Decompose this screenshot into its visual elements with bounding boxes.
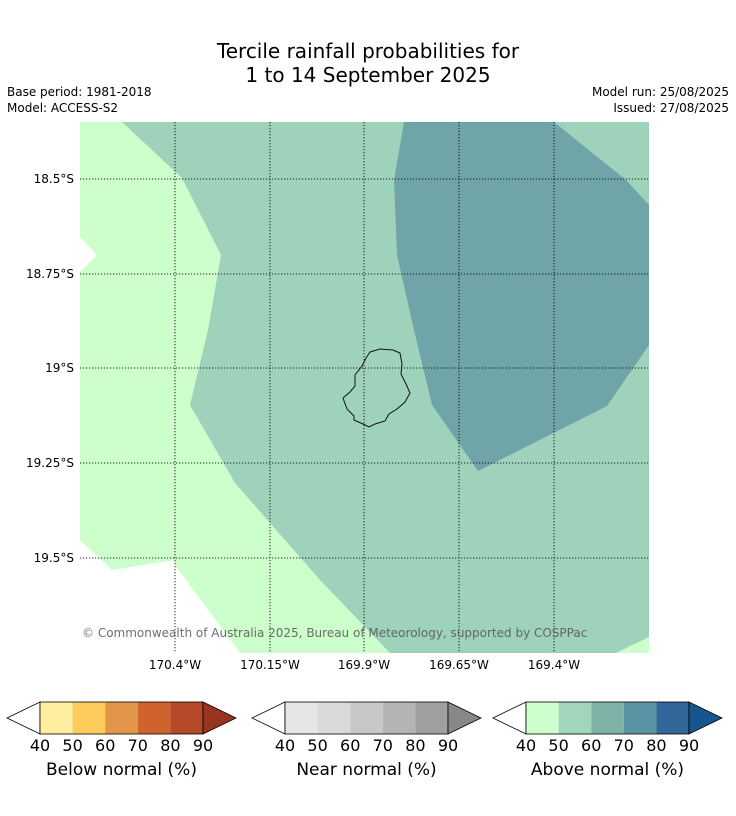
below-swatch-0 <box>40 702 73 734</box>
lon-label-169-9: 169.9°W <box>338 658 390 672</box>
below-swatch-4 <box>170 702 203 734</box>
zone-above-60-70 <box>394 122 649 471</box>
title-line-1: Tercile rainfall probabilities for <box>216 39 520 63</box>
lon-label-169-4: 169.4°W <box>528 658 580 672</box>
near-tick-80: 80 <box>405 736 425 755</box>
below-tick-80: 80 <box>160 736 180 755</box>
lon-label-170-15: 170.15°W <box>240 658 300 672</box>
above-swatch-0 <box>526 702 559 734</box>
near-swatch-0 <box>285 702 318 734</box>
above-swatch-1 <box>558 702 592 734</box>
below-extend-low <box>6 701 41 735</box>
model-run: Model run: 25/08/2025 <box>591 85 729 99</box>
above-tick-60: 60 <box>581 736 601 755</box>
below-tick-60: 60 <box>95 736 115 755</box>
copyright-notice: © Commonwealth of Australia 2025, Bureau… <box>82 626 587 640</box>
probability-map: 18.5°S 18.75°S 19°S 19.25°S 19.5°S 170.4… <box>26 122 649 672</box>
base-period: Base period: 1981-2018 <box>7 85 152 99</box>
below-swatch-1 <box>72 702 106 734</box>
graticule <box>80 122 649 653</box>
model-name: Model: ACCESS-S2 <box>7 101 119 115</box>
below-tick-50: 50 <box>62 736 82 755</box>
colorbar-near: 40 50 60 70 80 90 <box>251 701 482 755</box>
near-extend-high <box>447 701 482 735</box>
colorbar-legends: 40 50 60 70 80 90 40 50 60 70 80 90 40 50 60 70 80 90 <box>6 701 723 755</box>
above-tick-90: 90 <box>679 736 699 755</box>
lat-label-19-25: 19.25°S <box>26 456 74 470</box>
colorbar-below: 40 50 60 70 80 90 <box>6 701 237 755</box>
above-extend-low <box>492 701 527 735</box>
issued-date: Issued: 27/08/2025 <box>613 101 729 115</box>
below-swatch-2 <box>105 702 138 734</box>
near-swatch-4 <box>415 702 448 734</box>
lat-label-18-5: 18.5°S <box>34 172 74 186</box>
title-line-2: 1 to 14 September 2025 <box>245 63 491 87</box>
colorbar-above-label: Above normal (%) <box>530 760 685 780</box>
lat-label-18-75: 18.75°S <box>26 267 74 281</box>
above-extend-high <box>688 701 723 735</box>
zone-no-data <box>80 540 240 653</box>
below-tick-90: 90 <box>193 736 213 755</box>
colorbar-below-label: Below normal (%) <box>46 760 197 780</box>
near-tick-90: 90 <box>438 736 458 755</box>
above-tick-50: 50 <box>548 736 568 755</box>
above-tick-40: 40 <box>516 736 536 755</box>
near-tick-40: 40 <box>275 736 295 755</box>
zone-no-data-notch <box>80 237 97 272</box>
zone-no-data-corner <box>80 612 97 653</box>
above-tick-70: 70 <box>614 736 634 755</box>
lat-label-19-5: 19.5°S <box>34 551 74 565</box>
lat-label-19: 19°S <box>45 361 74 375</box>
near-tick-70: 70 <box>373 736 393 755</box>
below-tick-70: 70 <box>128 736 148 755</box>
colorbar-above: 40 50 60 70 80 90 <box>492 701 723 755</box>
near-swatch-2 <box>350 702 383 734</box>
near-swatch-3 <box>382 702 416 734</box>
near-tick-50: 50 <box>307 736 327 755</box>
below-swatch-3 <box>137 702 171 734</box>
above-swatch-4 <box>656 702 689 734</box>
near-swatch-1 <box>317 702 351 734</box>
near-extend-low <box>251 701 286 735</box>
above-tick-80: 80 <box>646 736 666 755</box>
above-swatch-3 <box>623 702 657 734</box>
colorbar-near-label: Near normal (%) <box>296 760 437 780</box>
lon-label-170-4: 170.4°W <box>149 658 201 672</box>
lon-label-169-65: 169.65°W <box>429 658 489 672</box>
near-tick-60: 60 <box>340 736 360 755</box>
above-swatch-2 <box>591 702 624 734</box>
zone-above-50-60-corner <box>616 637 649 653</box>
below-extend-high <box>202 701 237 735</box>
island-outline <box>342 348 411 428</box>
below-tick-40: 40 <box>30 736 50 755</box>
